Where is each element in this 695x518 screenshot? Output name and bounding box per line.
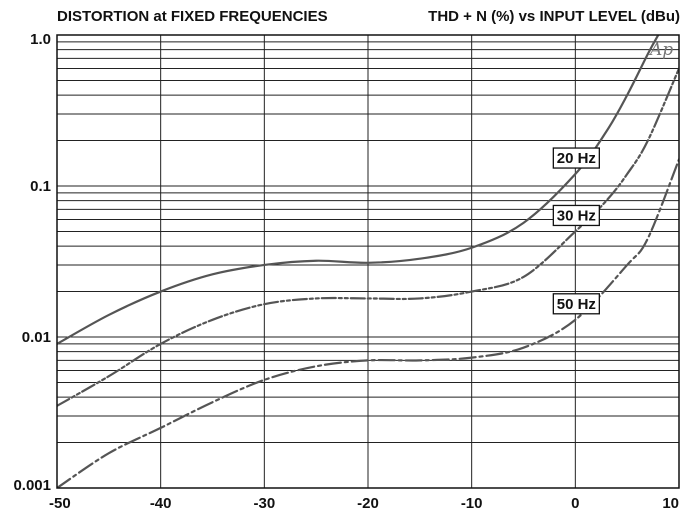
plot-frame [56,34,680,489]
y-tick-label: 0.1 [30,178,51,195]
series-labels: 20 Hz 30 Hz 50 Hz [552,147,600,315]
chart-subtitle: THD + N (%) vs INPUT LEVEL (dBu) [428,8,680,25]
y-tick-label: 0.001 [13,477,51,494]
series-line [57,35,660,346]
series-label-box [552,204,600,227]
series-line [57,67,679,407]
chart-title: DISTORTION at FIXED FREQUENCIES [57,8,328,25]
x-tick-label: 0 [571,495,579,512]
series-label: 20 Hz [557,150,596,167]
ap-logo: Ap [648,40,673,60]
series-label-box [552,293,600,315]
y-tick-label: 0.01 [22,329,51,346]
tick-labels: -50 -40 -30 -20 -10 0 10 0.001 0.01 0.1 1.0 [13,31,679,512]
x-tick-label: 10 [662,495,679,512]
x-tick-label: -40 [150,495,172,512]
x-tick-label: -10 [461,495,483,512]
x-tick-label: -30 [253,495,275,512]
series-label-box [552,147,600,169]
x-tick-label: -20 [357,495,379,512]
series-line [57,158,679,488]
grid [56,35,680,489]
series-layer [57,35,679,488]
series-label: 30 Hz [557,207,596,224]
series-label: 50 Hz [557,296,596,313]
y-tick-label: 1.0 [30,31,51,48]
x-tick-label: -50 [49,495,71,512]
